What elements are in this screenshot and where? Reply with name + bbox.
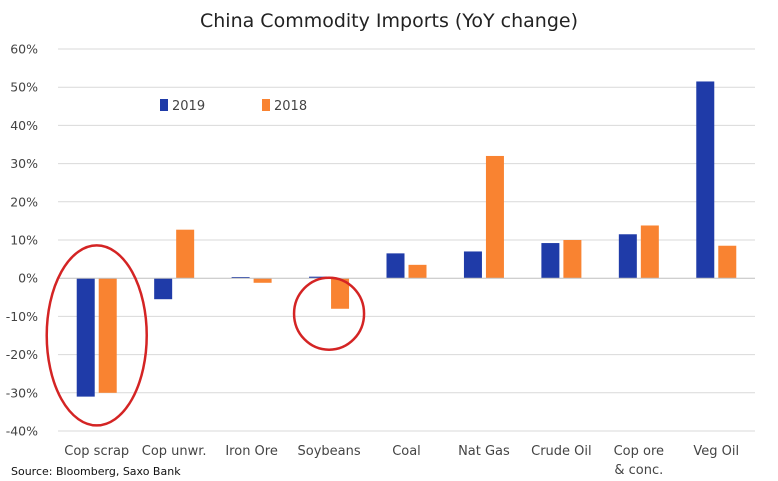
y-axis-ticks: 60% 50% 40% 30% 20% 10% 0% -10% -20% -30% -40%	[6, 42, 38, 439]
legend: 2019 2018	[160, 99, 307, 114]
legend-label-2018: 2018	[274, 99, 307, 114]
y-tick-label: 60%	[10, 42, 38, 57]
annotations	[45, 244, 366, 427]
y-tick-label: -30%	[6, 385, 38, 400]
y-tick-label: -40%	[6, 424, 38, 439]
bar-2019	[231, 277, 250, 279]
annotation-circle	[292, 276, 366, 351]
x-category-label: Coal	[392, 444, 421, 459]
source-note: Source: Bloomberg, Saxo Bank	[11, 465, 181, 478]
bar-2018	[640, 225, 659, 279]
y-tick-label: 40%	[10, 118, 38, 133]
bar-2019	[76, 278, 95, 397]
x-category-label: Cop scrap	[64, 444, 129, 459]
bars	[76, 81, 737, 397]
bar-2018	[408, 264, 427, 279]
bar-2019	[386, 253, 405, 279]
bar-2019	[154, 278, 173, 300]
bar-2018	[485, 155, 504, 279]
x-category-label: Cop ore & conc.	[614, 444, 664, 478]
x-axis-categories: Cop scrap Cop unwr. Iron Ore Soybeans Coal Na…	[64, 444, 739, 478]
bar-2019	[463, 251, 482, 279]
bar-2018	[176, 229, 195, 279]
y-tick-label: -20%	[6, 347, 38, 362]
x-category-label: Cop unwr.	[142, 444, 207, 459]
bar-2018	[718, 245, 737, 279]
legend-label-2019: 2019	[172, 99, 205, 114]
bar-2018	[331, 278, 350, 309]
y-tick-label: 30%	[10, 156, 38, 171]
chart-title: China Commodity Imports (YoY change)	[200, 10, 578, 32]
bar-2019	[309, 276, 328, 279]
x-category-label: Iron Ore	[225, 444, 278, 459]
x-category-label: Veg Oil	[693, 444, 739, 459]
legend-swatch-2018	[262, 99, 270, 111]
bar-2018	[98, 278, 117, 393]
gridlines	[58, 48, 755, 432]
bar-2018	[253, 278, 272, 283]
x-category-label: Nat Gas	[458, 444, 510, 459]
bar-2018	[563, 240, 582, 279]
y-tick-label: 0%	[18, 271, 38, 286]
y-tick-label: -10%	[6, 309, 38, 324]
x-category-label: Soybeans	[297, 444, 360, 459]
y-tick-label: 10%	[10, 233, 38, 248]
legend-swatch-2019	[160, 99, 168, 111]
annotation-circle	[45, 244, 148, 427]
bar-2019	[618, 234, 637, 279]
bar-2019	[696, 81, 715, 279]
x-category-label: Crude Oil	[531, 444, 592, 459]
y-tick-label: 50%	[10, 80, 38, 95]
y-tick-label: 20%	[10, 194, 38, 209]
bar-2019	[541, 243, 560, 279]
